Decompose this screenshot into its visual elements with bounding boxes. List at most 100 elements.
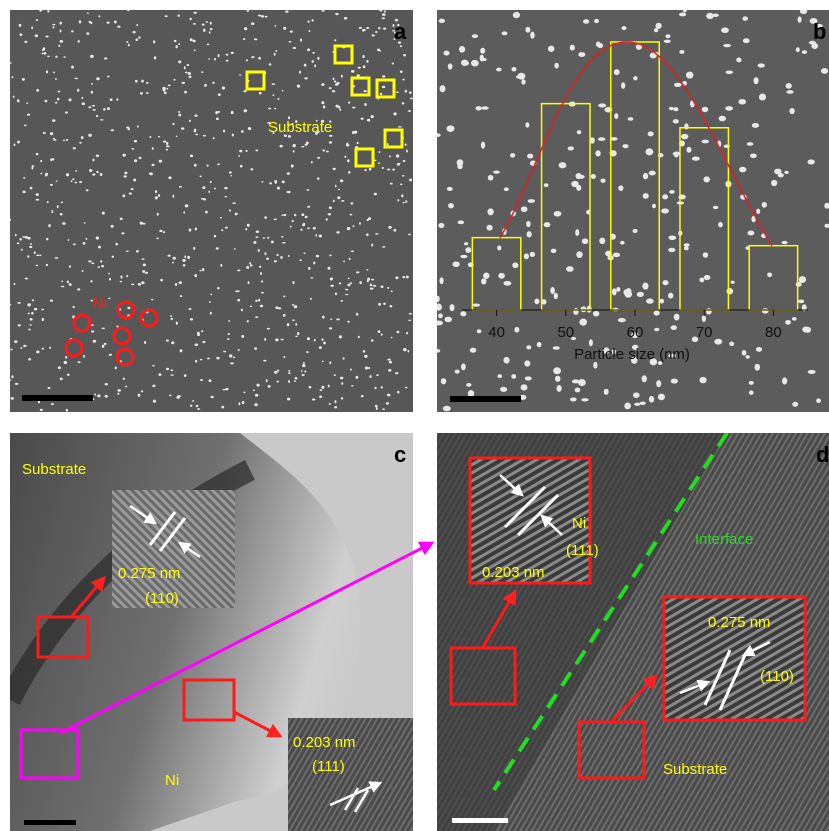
particle xyxy=(34,34,39,38)
particle xyxy=(242,38,246,41)
particle xyxy=(304,215,308,219)
particle xyxy=(397,199,400,202)
particle xyxy=(80,136,84,140)
particle xyxy=(275,306,279,310)
particle xyxy=(77,88,80,92)
particle xyxy=(348,171,351,174)
particle xyxy=(92,339,97,343)
particle xyxy=(622,144,629,149)
particle xyxy=(100,119,104,121)
particle xyxy=(268,107,272,110)
particle xyxy=(151,163,155,167)
particle xyxy=(213,234,217,238)
particle xyxy=(550,248,557,254)
particle xyxy=(498,272,505,279)
particle xyxy=(237,348,240,351)
particle xyxy=(63,139,65,142)
particle xyxy=(725,70,734,75)
particle xyxy=(519,394,527,400)
particle xyxy=(17,302,21,304)
particle xyxy=(347,277,350,280)
particle xyxy=(136,250,139,253)
particle xyxy=(380,386,383,389)
particle xyxy=(122,194,126,198)
particle xyxy=(274,25,277,27)
particle xyxy=(100,260,103,263)
particle xyxy=(620,240,625,245)
particle xyxy=(29,324,32,326)
particle xyxy=(308,385,312,389)
particle xyxy=(334,184,337,188)
x-tick-label: 60 xyxy=(627,324,644,341)
particle xyxy=(341,382,344,385)
particle xyxy=(49,299,54,302)
particle xyxy=(62,222,66,225)
particle xyxy=(18,23,22,27)
particle xyxy=(358,26,362,29)
particle xyxy=(536,341,542,348)
particle xyxy=(356,141,359,145)
particle xyxy=(75,170,78,172)
particle xyxy=(407,349,410,353)
particle xyxy=(196,331,200,335)
particle xyxy=(273,52,276,56)
particle xyxy=(334,83,339,86)
particle xyxy=(27,236,31,240)
particle xyxy=(458,46,466,53)
particle xyxy=(374,159,377,162)
particle xyxy=(47,386,51,390)
particle xyxy=(251,56,255,59)
particle xyxy=(232,356,236,359)
particle xyxy=(397,390,400,394)
panel-label: b xyxy=(813,19,826,44)
particle xyxy=(632,392,640,398)
particle xyxy=(260,291,264,294)
particle xyxy=(259,304,264,308)
particle xyxy=(350,202,354,205)
particle xyxy=(767,272,773,278)
particle xyxy=(202,186,206,189)
particle xyxy=(189,318,194,321)
particle xyxy=(132,30,136,34)
particle xyxy=(338,282,342,285)
particle xyxy=(230,51,234,54)
particle xyxy=(143,340,147,345)
particle xyxy=(232,202,236,205)
plane: (110) xyxy=(145,590,179,607)
particle xyxy=(785,83,792,89)
particle xyxy=(13,282,16,286)
particle xyxy=(138,36,141,40)
particle xyxy=(225,387,229,391)
particle xyxy=(243,90,247,93)
particle xyxy=(399,70,403,73)
particle xyxy=(264,216,267,219)
particle xyxy=(461,363,466,371)
d-spacing: 0.203 nm xyxy=(482,564,545,581)
particle xyxy=(581,238,589,245)
particle xyxy=(648,170,656,176)
particle xyxy=(408,91,412,94)
particle xyxy=(72,243,76,246)
particle xyxy=(336,231,340,234)
particle xyxy=(273,260,277,263)
particle xyxy=(194,343,199,346)
particle xyxy=(393,38,396,40)
particle xyxy=(249,262,252,265)
particle xyxy=(592,310,600,317)
particle xyxy=(225,53,229,56)
particle xyxy=(208,31,211,34)
particle xyxy=(16,242,20,245)
particle xyxy=(247,126,252,131)
particle xyxy=(79,181,83,184)
particle xyxy=(571,379,580,384)
plane: (111) xyxy=(312,758,345,775)
particle xyxy=(178,281,182,285)
particle xyxy=(669,190,675,194)
particle xyxy=(375,31,378,34)
particle xyxy=(395,276,399,280)
particle xyxy=(364,366,369,370)
particle xyxy=(10,396,14,400)
particle xyxy=(101,264,104,268)
particle xyxy=(277,307,282,310)
